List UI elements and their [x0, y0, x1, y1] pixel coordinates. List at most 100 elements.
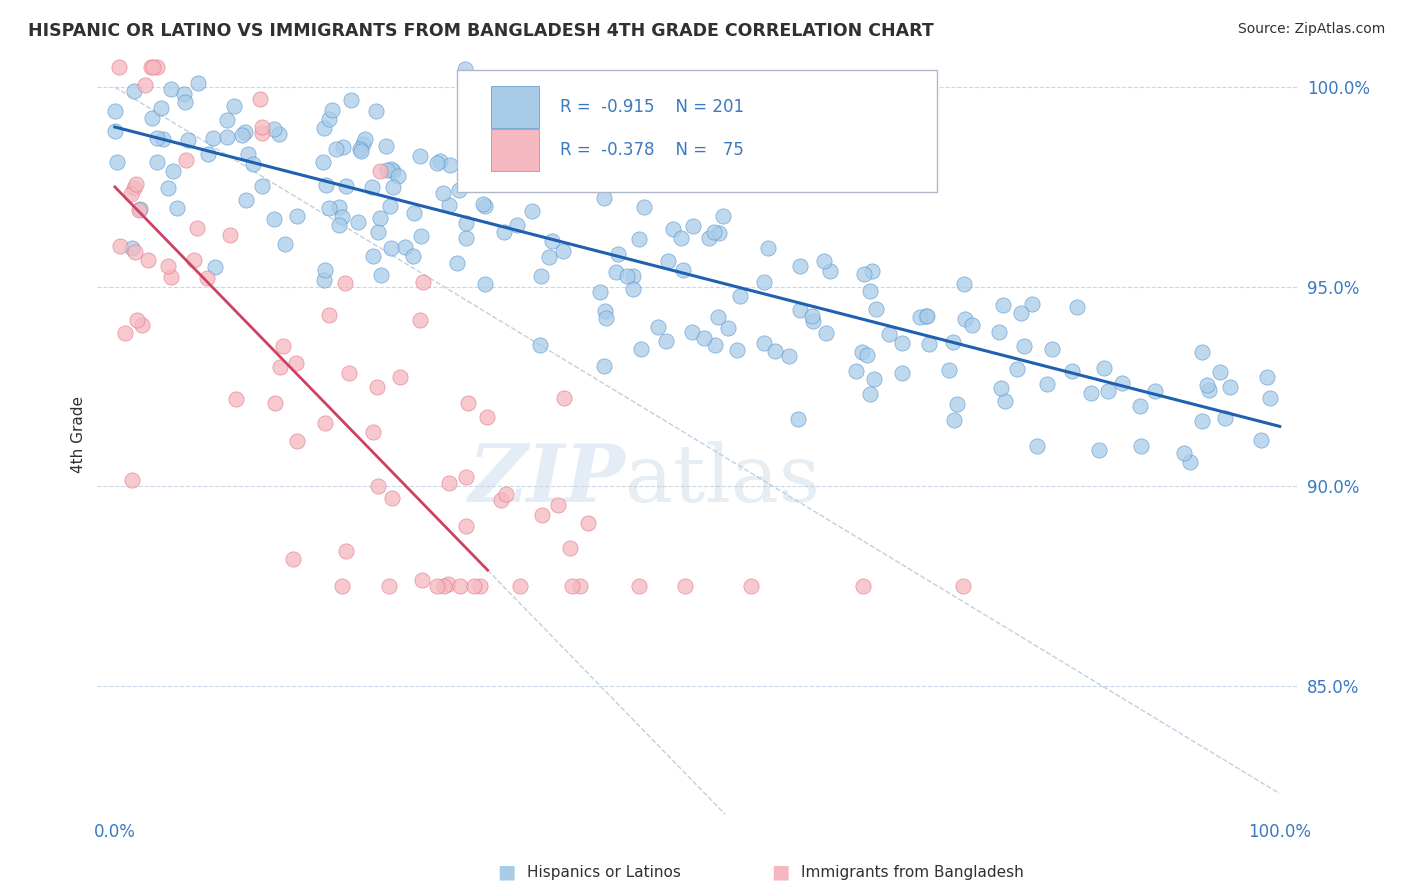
Point	[321, 103, 343, 118]
Point	[236, 147, 259, 161]
Point	[394, 239, 416, 253]
Point	[121, 473, 143, 487]
Point	[669, 230, 692, 244]
Point	[145, 60, 167, 74]
Point	[589, 285, 612, 299]
Point	[131, 318, 153, 333]
Point	[852, 579, 875, 593]
Point	[382, 164, 405, 178]
Point	[471, 197, 494, 211]
Point	[1258, 391, 1281, 405]
Point	[655, 334, 678, 348]
Point	[1021, 297, 1043, 311]
Point	[347, 215, 370, 229]
Point	[104, 103, 127, 118]
Point	[375, 162, 398, 177]
Point	[1143, 384, 1166, 398]
Point	[186, 220, 208, 235]
Point	[851, 345, 873, 359]
Point	[593, 304, 616, 318]
Point	[865, 301, 887, 316]
Point	[994, 394, 1017, 409]
Point	[754, 275, 776, 289]
Text: HISPANIC OR LATINO VS IMMIGRANTS FROM BANGLADESH 4TH GRADE CORRELATION CHART: HISPANIC OR LATINO VS IMMIGRANTS FROM BA…	[28, 22, 934, 40]
Point	[703, 338, 725, 352]
Point	[633, 200, 655, 214]
Point	[718, 172, 741, 186]
Point	[128, 203, 150, 218]
Point	[408, 149, 430, 163]
Point	[1010, 306, 1032, 320]
Point	[173, 95, 195, 109]
Point	[335, 544, 357, 558]
Point	[404, 206, 426, 220]
Point	[891, 336, 914, 351]
Point	[952, 579, 974, 593]
FancyBboxPatch shape	[491, 86, 538, 128]
Point	[187, 77, 209, 91]
Point	[863, 371, 886, 385]
Point	[991, 298, 1014, 312]
Point	[380, 241, 402, 255]
Point	[333, 276, 356, 290]
Point	[150, 101, 173, 115]
Point	[104, 124, 127, 138]
Point	[693, 331, 716, 345]
Point	[378, 199, 401, 213]
Point	[813, 254, 835, 268]
Point	[616, 269, 638, 284]
Point	[520, 204, 543, 219]
Point	[987, 325, 1010, 339]
Point	[105, 154, 128, 169]
Point	[1036, 376, 1059, 391]
Point	[621, 282, 644, 296]
Point	[222, 99, 245, 113]
Point	[1195, 377, 1218, 392]
Point	[433, 579, 456, 593]
Point	[370, 268, 392, 283]
Point	[377, 579, 399, 593]
Point	[627, 579, 650, 593]
Point	[446, 255, 468, 269]
Point	[361, 425, 384, 439]
Point	[815, 326, 838, 341]
Point	[202, 131, 225, 145]
Point	[1005, 362, 1028, 376]
Point	[946, 397, 969, 411]
Point	[367, 479, 389, 493]
Point	[330, 210, 353, 224]
Point	[141, 112, 163, 126]
Point	[1173, 445, 1195, 459]
Point	[1092, 360, 1115, 375]
Point	[860, 264, 883, 278]
Point	[877, 327, 900, 342]
Point	[914, 310, 936, 324]
Point	[235, 193, 257, 207]
Point	[145, 131, 167, 145]
Point	[146, 155, 169, 169]
Point	[108, 60, 131, 74]
Point	[368, 211, 391, 226]
Point	[409, 229, 432, 244]
Point	[1213, 411, 1236, 425]
Point	[454, 216, 477, 230]
Point	[1066, 300, 1088, 314]
Point	[962, 318, 984, 332]
Point	[537, 250, 560, 264]
Point	[439, 158, 461, 172]
Point	[387, 169, 409, 183]
Point	[1250, 433, 1272, 447]
Point	[252, 126, 274, 140]
Point	[166, 201, 188, 215]
Point	[139, 60, 162, 74]
Point	[285, 434, 308, 449]
Point	[381, 491, 404, 505]
Point	[330, 579, 353, 593]
Point	[917, 310, 939, 324]
Point	[449, 579, 471, 593]
Point	[492, 170, 515, 185]
Point	[1208, 365, 1230, 379]
Point	[437, 475, 460, 490]
Point	[176, 153, 198, 167]
Point	[325, 142, 347, 156]
